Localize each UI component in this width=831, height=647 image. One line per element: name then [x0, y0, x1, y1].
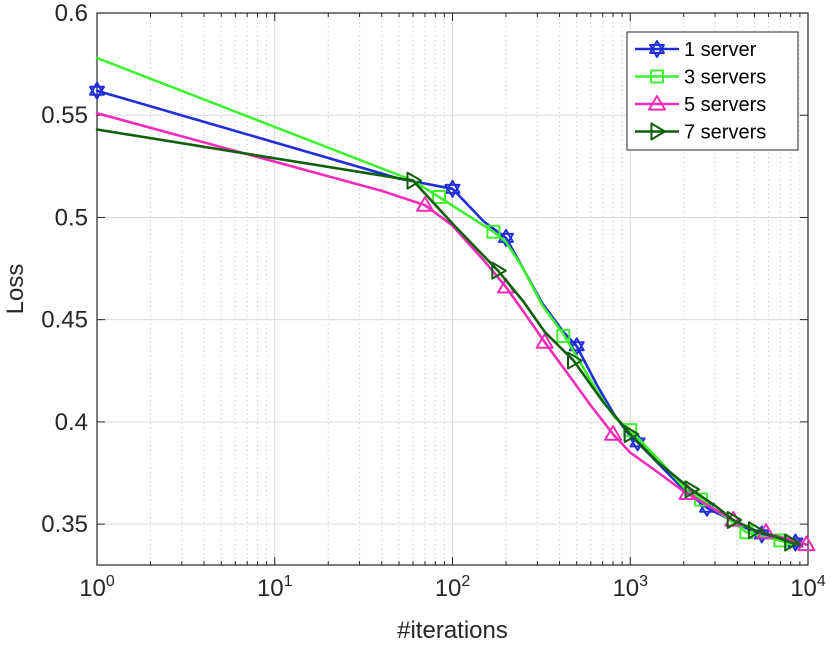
data-point: [486, 224, 501, 239]
series-line: [95, 111, 808, 546]
x-tick-label: 101: [257, 573, 293, 602]
y-tick-label: 0.55: [41, 102, 88, 129]
series-group: [89, 56, 816, 552]
series-1: [89, 81, 804, 552]
series-3: [95, 111, 816, 552]
data-point: [784, 533, 800, 552]
x-tick-label: 104: [790, 573, 826, 602]
x-axis-label: #iterations: [397, 617, 508, 644]
legend-items: 1 server 3 servers 5 servers 7 servers: [635, 39, 766, 144]
legend-marker: [648, 95, 666, 111]
legend-item: 3 servers: [635, 67, 766, 89]
legend-item: 5 servers: [635, 94, 766, 116]
y-tick-label: 0.5: [55, 204, 88, 231]
data-point: [678, 484, 697, 501]
legend-item: 1 server: [635, 39, 757, 61]
legend-marker: [649, 40, 665, 54]
data-point: [432, 190, 447, 204]
y-tick-label: 0.4: [55, 409, 88, 436]
data-point: [444, 183, 461, 198]
data-point: [726, 511, 743, 530]
data-point: [604, 425, 623, 441]
x-tick-label: 100: [79, 573, 115, 602]
data-point: [684, 480, 701, 499]
y-tick-label: 0.6: [55, 0, 88, 27]
data-point: [568, 337, 585, 352]
legend-marker: [649, 44, 665, 58]
legend-label: 7 servers: [684, 122, 766, 144]
x-tick-label: 102: [435, 573, 471, 602]
legend-marker: [650, 122, 666, 141]
y-tick-label: 0.35: [41, 511, 88, 538]
legend-label: 5 servers: [684, 94, 766, 116]
series-line: [95, 128, 802, 546]
data-point: [444, 179, 461, 194]
tick-labels: 100 101 102 103 104 0.35 0.4 0.45 0.5 0.55 0.6: [41, 0, 826, 602]
data-point: [623, 425, 640, 444]
series-line: [95, 89, 797, 544]
legend-label: 3 servers: [684, 67, 766, 89]
data-point: [415, 196, 434, 212]
data-point: [89, 81, 105, 96]
data-point: [566, 351, 583, 370]
x-tick-label: 103: [612, 573, 648, 602]
axis-ticks: [96, 12, 809, 565]
data-point: [747, 521, 764, 540]
data-point: [797, 535, 816, 552]
y-axis-label: Loss: [2, 264, 29, 315]
data-point: [491, 261, 507, 280]
legend-marker: [650, 69, 664, 84]
data-point: [406, 171, 423, 190]
data-point: [535, 333, 554, 349]
legend-item: 7 servers: [635, 122, 766, 144]
legend-label: 1 server: [684, 39, 757, 61]
series-4: [95, 128, 802, 552]
legend: 1 server 3 servers 5 servers 7 servers: [626, 31, 799, 151]
data-point: [556, 329, 571, 344]
y-tick-label: 0.45: [41, 307, 88, 334]
data-point: [89, 85, 105, 100]
